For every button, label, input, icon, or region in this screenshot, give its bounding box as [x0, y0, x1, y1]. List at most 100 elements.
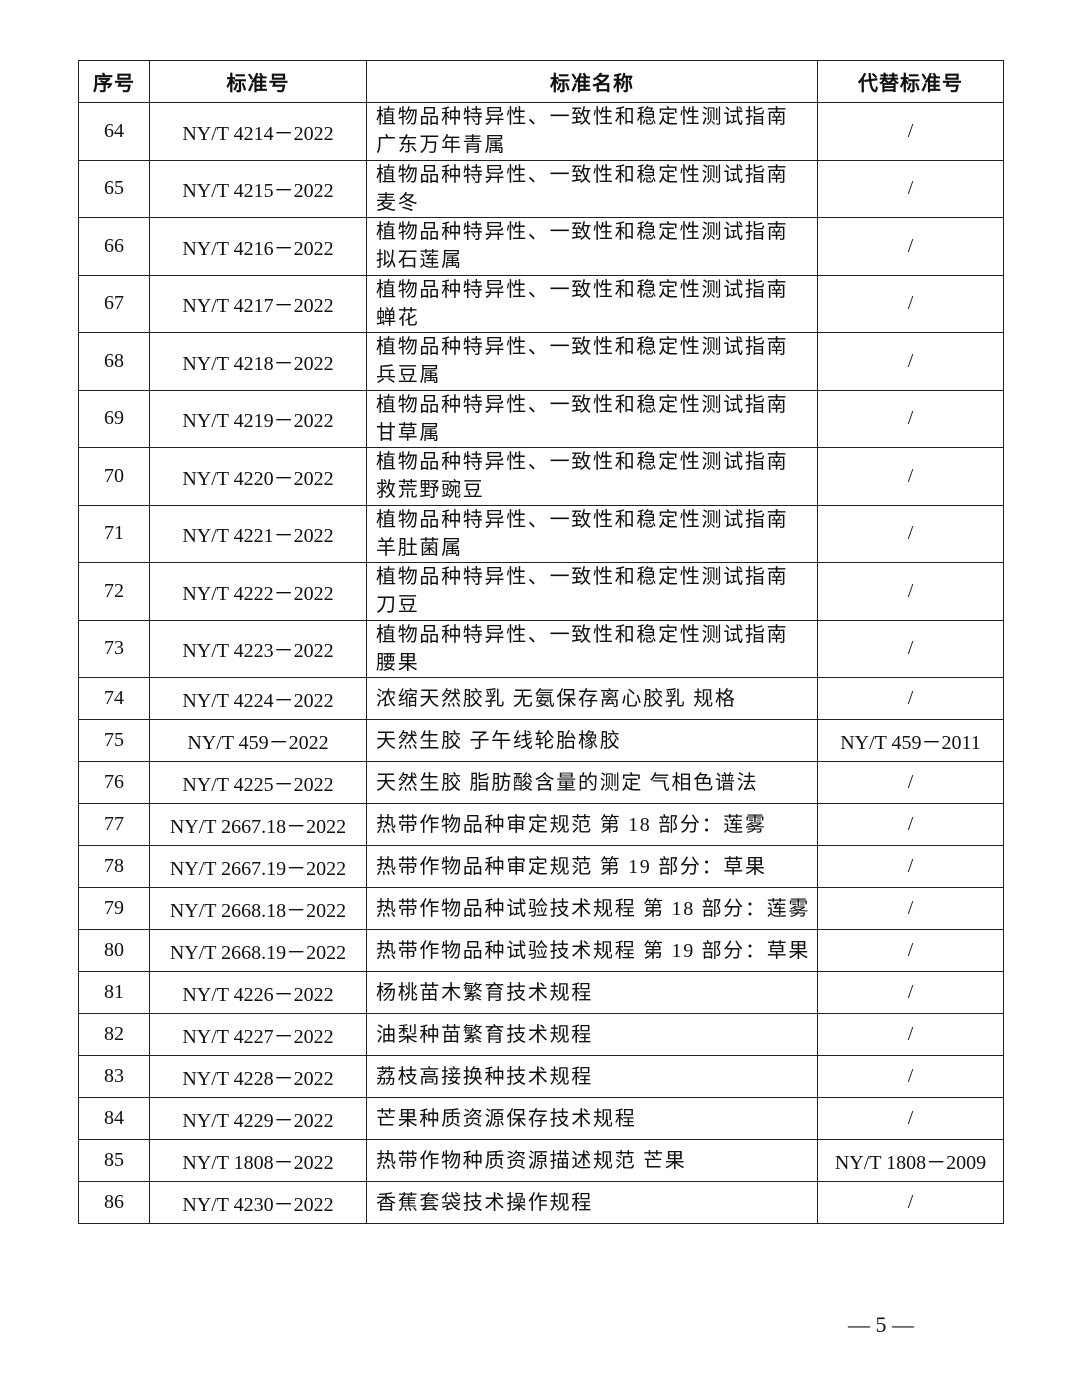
table-row: 70 NY/T 4220－2022 植物品种特异性、一致性和稳定性测试指南 救荒野豌豆…	[78, 447, 1004, 506]
standard-name-line: 蝉花	[376, 306, 420, 329]
cell-replaced-standard: NY/T 459－2011	[817, 719, 1004, 762]
cell-serial: 86	[78, 1181, 150, 1224]
cell-standard-name: 浓缩天然胶乳 无氨保存离心胶乳 规格	[366, 677, 818, 720]
cell-serial: 67	[78, 274, 150, 333]
cell-standard-name: 植物品种特异性、一致性和稳定性测试指南 甘草属	[366, 389, 818, 448]
cell-replaced-standard: /	[817, 504, 1004, 563]
cell-replaced-standard: /	[817, 677, 1004, 720]
cell-standard-name: 天然生胶 脂肪酸含量的测定 气相色谱法	[366, 761, 818, 804]
table-row: 79 NY/T 2668.18－2022 热带作物品种试验技术规程 第 18 部分：…	[78, 887, 1004, 930]
standard-name-line: 拟石莲属	[376, 249, 463, 272]
cell-serial: 81	[78, 971, 150, 1014]
cell-replaced-standard: /	[817, 619, 1004, 678]
cell-standard-name: 油梨种苗繁育技术规程	[366, 1013, 818, 1056]
table-row: 81 NY/T 4226－2022 杨桃苗木繁育技术规程 /	[78, 971, 1004, 1014]
cell-standard-name: 植物品种特异性、一致性和稳定性测试指南 羊肚菌属	[366, 504, 818, 563]
table-body: 64 NY/T 4214－2022 植物品种特异性、一致性和稳定性测试指南 广东万年青…	[78, 102, 1004, 1224]
standard-name-line: 油梨种苗繁育技术规程	[376, 1023, 593, 1046]
standard-name-line: 刀豆	[376, 594, 420, 617]
table-row: 72 NY/T 4222－2022 植物品种特异性、一致性和稳定性测试指南 刀豆 /	[78, 562, 1004, 621]
cell-standard-name: 天然生胶 子午线轮胎橡胶	[366, 719, 818, 762]
cell-replaced-standard: /	[817, 102, 1004, 161]
cell-serial: 78	[78, 845, 150, 888]
cell-serial: 64	[78, 102, 150, 161]
standard-name-line: 羊肚菌属	[376, 536, 463, 559]
table-row: 67 NY/T 4217－2022 植物品种特异性、一致性和稳定性测试指南 蝉花 /	[78, 274, 1004, 333]
standard-name-line: 植物品种特异性、一致性和稳定性测试指南	[376, 566, 789, 589]
cell-serial: 69	[78, 389, 150, 448]
cell-standard-name: 香蕉套袋技术操作规程	[366, 1181, 818, 1224]
cell-standard-name: 杨桃苗木繁育技术规程	[366, 971, 818, 1014]
standard-name-line: 植物品种特异性、一致性和稳定性测试指南	[376, 508, 789, 531]
header-replaced-standard: 代替标准号	[817, 60, 1004, 103]
cell-standard-code: NY/T 2667.18－2022	[149, 803, 367, 846]
cell-serial: 76	[78, 761, 150, 804]
standard-name-line: 热带作物品种审定规范 第 18 部分：莲雾	[376, 813, 767, 836]
header-standard-name: 标准名称	[366, 60, 818, 103]
cell-replaced-standard: NY/T 1808－2009	[817, 1139, 1004, 1182]
cell-standard-name: 热带作物品种试验技术规程 第 19 部分：草果	[366, 929, 818, 972]
standard-name-line: 香蕉套袋技术操作规程	[376, 1191, 593, 1214]
standard-name-line: 热带作物品种试验技术规程 第 18 部分：莲雾	[376, 897, 811, 920]
cell-standard-code: NY/T 4216－2022	[149, 217, 367, 276]
cell-serial: 77	[78, 803, 150, 846]
standard-name-line: 植物品种特异性、一致性和稳定性测试指南	[376, 393, 789, 416]
table-row: 75 NY/T 459－2022 天然生胶 子午线轮胎橡胶 NY/T 459－2011	[78, 719, 1004, 762]
table-row: 77 NY/T 2667.18－2022 热带作物品种审定规范 第 18 部分：莲雾…	[78, 803, 1004, 846]
cell-standard-name: 植物品种特异性、一致性和稳定性测试指南 救荒野豌豆	[366, 447, 818, 506]
standard-name-line: 甘草属	[376, 421, 442, 444]
standard-name-line: 天然生胶 子午线轮胎橡胶	[376, 729, 622, 752]
header-serial: 序号	[78, 60, 150, 103]
standard-name-line: 麦冬	[376, 191, 420, 214]
cell-standard-code: NY/T 4228－2022	[149, 1055, 367, 1098]
cell-standard-name: 植物品种特异性、一致性和稳定性测试指南 刀豆	[366, 562, 818, 621]
cell-standard-name: 植物品种特异性、一致性和稳定性测试指南 广东万年青属	[366, 102, 818, 161]
table-header-row: 序号 标准号 标准名称 代替标准号	[78, 60, 1004, 103]
cell-standard-code: NY/T 4215－2022	[149, 159, 367, 218]
cell-standard-name: 植物品种特异性、一致性和稳定性测试指南 麦冬	[366, 159, 818, 218]
standard-name-line: 植物品种特异性、一致性和稳定性测试指南	[376, 163, 789, 186]
table-row: 82 NY/T 4227－2022 油梨种苗繁育技术规程 /	[78, 1013, 1004, 1056]
header-standard-code: 标准号	[149, 60, 367, 103]
cell-serial: 84	[78, 1097, 150, 1140]
cell-standard-code: NY/T 4219－2022	[149, 389, 367, 448]
table-row: 66 NY/T 4216－2022 植物品种特异性、一致性和稳定性测试指南 拟石莲属 /	[78, 217, 1004, 276]
cell-replaced-standard: /	[817, 1055, 1004, 1098]
page-number: — 5 —	[848, 1312, 914, 1337]
cell-standard-code: NY/T 4224－2022	[149, 677, 367, 720]
cell-replaced-standard: /	[817, 159, 1004, 218]
standard-name-line: 广东万年青属	[376, 134, 507, 157]
standards-table: 序号 标准号 标准名称 代替标准号 64 NY/T 4214－2022 植物品种特异…	[78, 60, 1004, 1224]
cell-replaced-standard: /	[817, 803, 1004, 846]
cell-serial: 83	[78, 1055, 150, 1098]
table-row: 78 NY/T 2667.19－2022 热带作物品种审定规范 第 19 部分：草果…	[78, 845, 1004, 888]
cell-standard-code: NY/T 4229－2022	[149, 1097, 367, 1140]
standard-name-line: 兵豆属	[376, 364, 442, 387]
cell-standard-code: NY/T 4220－2022	[149, 447, 367, 506]
cell-serial: 74	[78, 677, 150, 720]
table-row: 85 NY/T 1808－2022 热带作物种质资源描述规范 芒果 NY/T 1808…	[78, 1139, 1004, 1182]
standard-name-line: 植物品种特异性、一致性和稳定性测试指南	[376, 451, 789, 474]
table-row: 69 NY/T 4219－2022 植物品种特异性、一致性和稳定性测试指南 甘草属 /	[78, 389, 1004, 448]
cell-replaced-standard: /	[817, 217, 1004, 276]
table-row: 74 NY/T 4224－2022 浓缩天然胶乳 无氨保存离心胶乳 规格 /	[78, 677, 1004, 720]
standard-name-line: 芒果种质资源保存技术规程	[376, 1107, 637, 1130]
table-row: 83 NY/T 4228－2022 荔枝高接换种技术规程 /	[78, 1055, 1004, 1098]
cell-replaced-standard: /	[817, 929, 1004, 972]
cell-serial: 85	[78, 1139, 150, 1182]
cell-standard-code: NY/T 2667.19－2022	[149, 845, 367, 888]
cell-standard-code: NY/T 4217－2022	[149, 274, 367, 333]
table-row: 68 NY/T 4218－2022 植物品种特异性、一致性和稳定性测试指南 兵豆属 /	[78, 332, 1004, 391]
cell-standard-code: NY/T 4225－2022	[149, 761, 367, 804]
standard-name-line: 救荒野豌豆	[376, 479, 485, 502]
cell-serial: 72	[78, 562, 150, 621]
cell-standard-code: NY/T 4230－2022	[149, 1181, 367, 1224]
cell-replaced-standard: /	[817, 274, 1004, 333]
cell-standard-code: NY/T 1808－2022	[149, 1139, 367, 1182]
cell-serial: 71	[78, 504, 150, 563]
cell-serial: 65	[78, 159, 150, 218]
cell-standard-code: NY/T 2668.19－2022	[149, 929, 367, 972]
table-row: 65 NY/T 4215－2022 植物品种特异性、一致性和稳定性测试指南 麦冬 /	[78, 159, 1004, 218]
table-row: 73 NY/T 4223－2022 植物品种特异性、一致性和稳定性测试指南 腰果 /	[78, 619, 1004, 678]
cell-standard-code: NY/T 4218－2022	[149, 332, 367, 391]
